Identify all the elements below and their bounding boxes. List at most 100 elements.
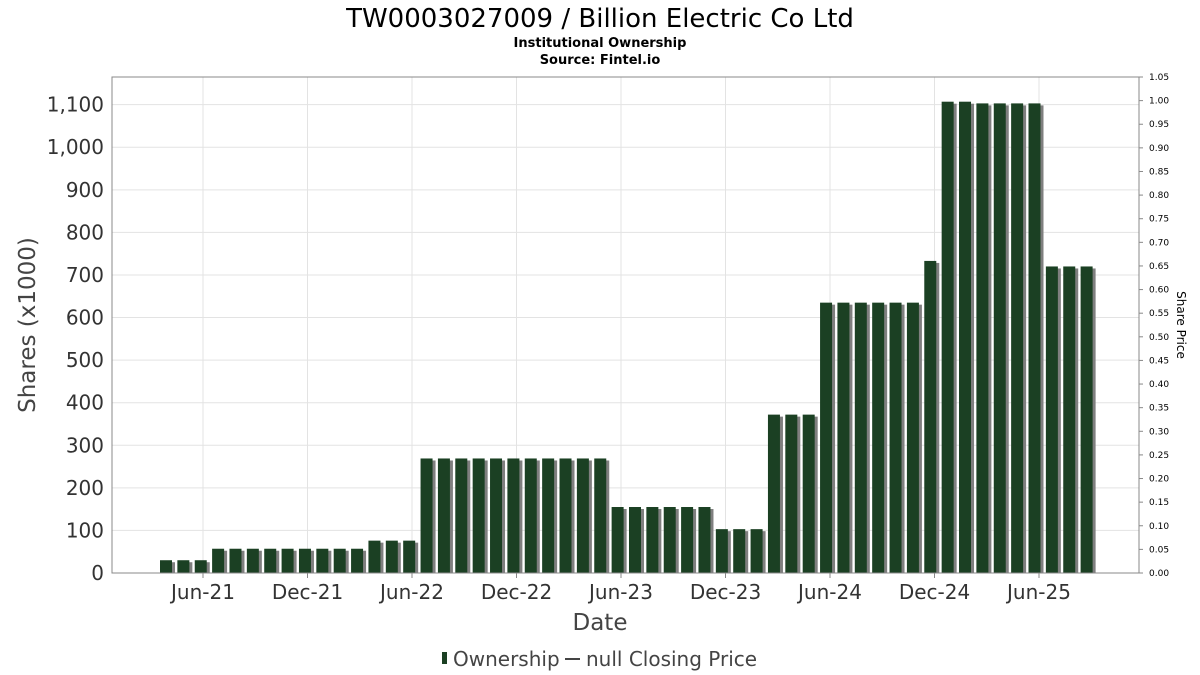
y2-tick-label: 0.35 [1149, 404, 1169, 414]
y2-tick-label: 0.45 [1149, 356, 1169, 366]
bar [490, 458, 503, 573]
bar [298, 548, 311, 573]
x-tick-label: Jun-21 [169, 580, 235, 604]
bar [941, 101, 954, 573]
x-axis-label: Date [573, 610, 628, 636]
legend-ownership-swatch [442, 652, 447, 664]
y2-tick-label: 1.05 [1149, 73, 1169, 83]
bar [785, 414, 798, 573]
chart-source: Source: Fintel.io [540, 53, 661, 68]
y2-tick-label: 0.15 [1149, 498, 1169, 508]
y-axis-ticks: 0 100 200 300 400 500 600 700 800 900 1,000 1,100 [47, 93, 104, 585]
y-axis-label: Shares (x1000) [15, 237, 41, 413]
bar [455, 458, 468, 573]
bar [316, 548, 329, 573]
y2-tick-label: 0.40 [1149, 380, 1169, 390]
y-tick-label: 400 [66, 391, 104, 415]
bar [246, 548, 259, 573]
bar [403, 540, 416, 573]
y-tick-label: 300 [66, 433, 104, 457]
x-tick-label: Dec-24 [899, 580, 970, 604]
y2-axis-label: Share Price [1174, 291, 1188, 359]
bar [229, 548, 242, 573]
bar [333, 548, 346, 573]
plot-frame [111, 76, 1140, 574]
bar [368, 540, 381, 573]
x-tick-label: Jun-23 [587, 580, 653, 604]
legend-price-label: null Closing Price [586, 647, 757, 671]
bar [802, 414, 815, 573]
y2-tick-label: 0.95 [1149, 120, 1169, 130]
bar [472, 458, 485, 573]
bar [1011, 103, 1024, 573]
y2-tick-label: 0.70 [1149, 238, 1169, 248]
bar [524, 458, 537, 573]
bar [767, 414, 780, 573]
bar [420, 458, 433, 573]
grid-lines [112, 77, 1139, 574]
chart-title: TW0003027009 / Billion Electric Co Ltd [345, 4, 854, 34]
bar [628, 507, 641, 573]
bar [542, 458, 555, 573]
y2-axis-ticks: 0.00 0.05 0.10 0.15 0.20 0.25 0.30 0.35 0.40 0.45… [1139, 73, 1169, 579]
x-axis-ticks: Jun-21 Dec-21 Jun-22 Dec-22 Jun-23 Dec-23 Jun-… [169, 573, 1071, 604]
x-tick-label: Dec-21 [272, 580, 343, 604]
x-tick-label: Dec-23 [690, 580, 761, 604]
y2-tick-label: 0.65 [1149, 262, 1169, 272]
y-tick-label: 0 [91, 561, 104, 585]
bar [160, 560, 172, 573]
bar [837, 302, 850, 573]
bar [663, 507, 676, 573]
y-tick-label: 600 [66, 306, 104, 330]
bar [906, 302, 919, 573]
bar [611, 507, 624, 573]
x-tick-label: Jun-24 [796, 580, 862, 604]
bar [976, 103, 989, 573]
bar [351, 548, 364, 573]
bar [281, 548, 294, 573]
x-tick-label: Jun-25 [1005, 580, 1071, 604]
y2-tick-label: 0.80 [1149, 191, 1169, 201]
chart-subtitle: Institutional Ownership [514, 36, 687, 51]
bar [993, 103, 1006, 573]
y-tick-label: 900 [66, 178, 104, 202]
bar [1028, 103, 1041, 573]
bar [212, 548, 225, 573]
y-tick-label: 100 [66, 518, 104, 542]
bar [889, 302, 902, 573]
y2-tick-label: 0.00 [1149, 569, 1169, 579]
y2-tick-label: 0.10 [1149, 522, 1169, 532]
bar [698, 507, 711, 573]
y2-tick-label: 0.55 [1149, 309, 1169, 319]
y2-tick-label: 0.75 [1149, 215, 1169, 225]
bar [177, 560, 190, 573]
y-tick-label: 200 [66, 476, 104, 500]
y2-tick-label: 0.60 [1149, 286, 1169, 296]
bar [715, 529, 728, 573]
bar [194, 560, 207, 573]
y2-tick-label: 0.25 [1149, 451, 1169, 461]
legend: Ownership null Closing Price [442, 647, 757, 671]
y2-tick-label: 0.20 [1149, 475, 1169, 485]
y2-tick-label: 0.30 [1149, 427, 1169, 437]
bar-series-ownership [160, 101, 1096, 573]
bar [959, 101, 972, 573]
bar [854, 302, 867, 573]
y2-tick-label: 0.50 [1149, 333, 1169, 343]
y-tick-label: 700 [66, 263, 104, 287]
bar [820, 302, 833, 573]
bar [750, 529, 763, 573]
y-tick-label: 1,100 [47, 93, 104, 117]
y-tick-label: 500 [66, 348, 104, 372]
bar [385, 540, 398, 573]
bar [733, 529, 746, 573]
bar [924, 260, 937, 573]
bar [1063, 266, 1076, 573]
bar [507, 458, 520, 573]
y2-tick-label: 0.90 [1149, 144, 1169, 154]
x-tick-label: Jun-22 [378, 580, 444, 604]
y2-tick-label: 0.05 [1149, 545, 1169, 555]
bar [559, 458, 572, 573]
bar [1080, 266, 1093, 573]
